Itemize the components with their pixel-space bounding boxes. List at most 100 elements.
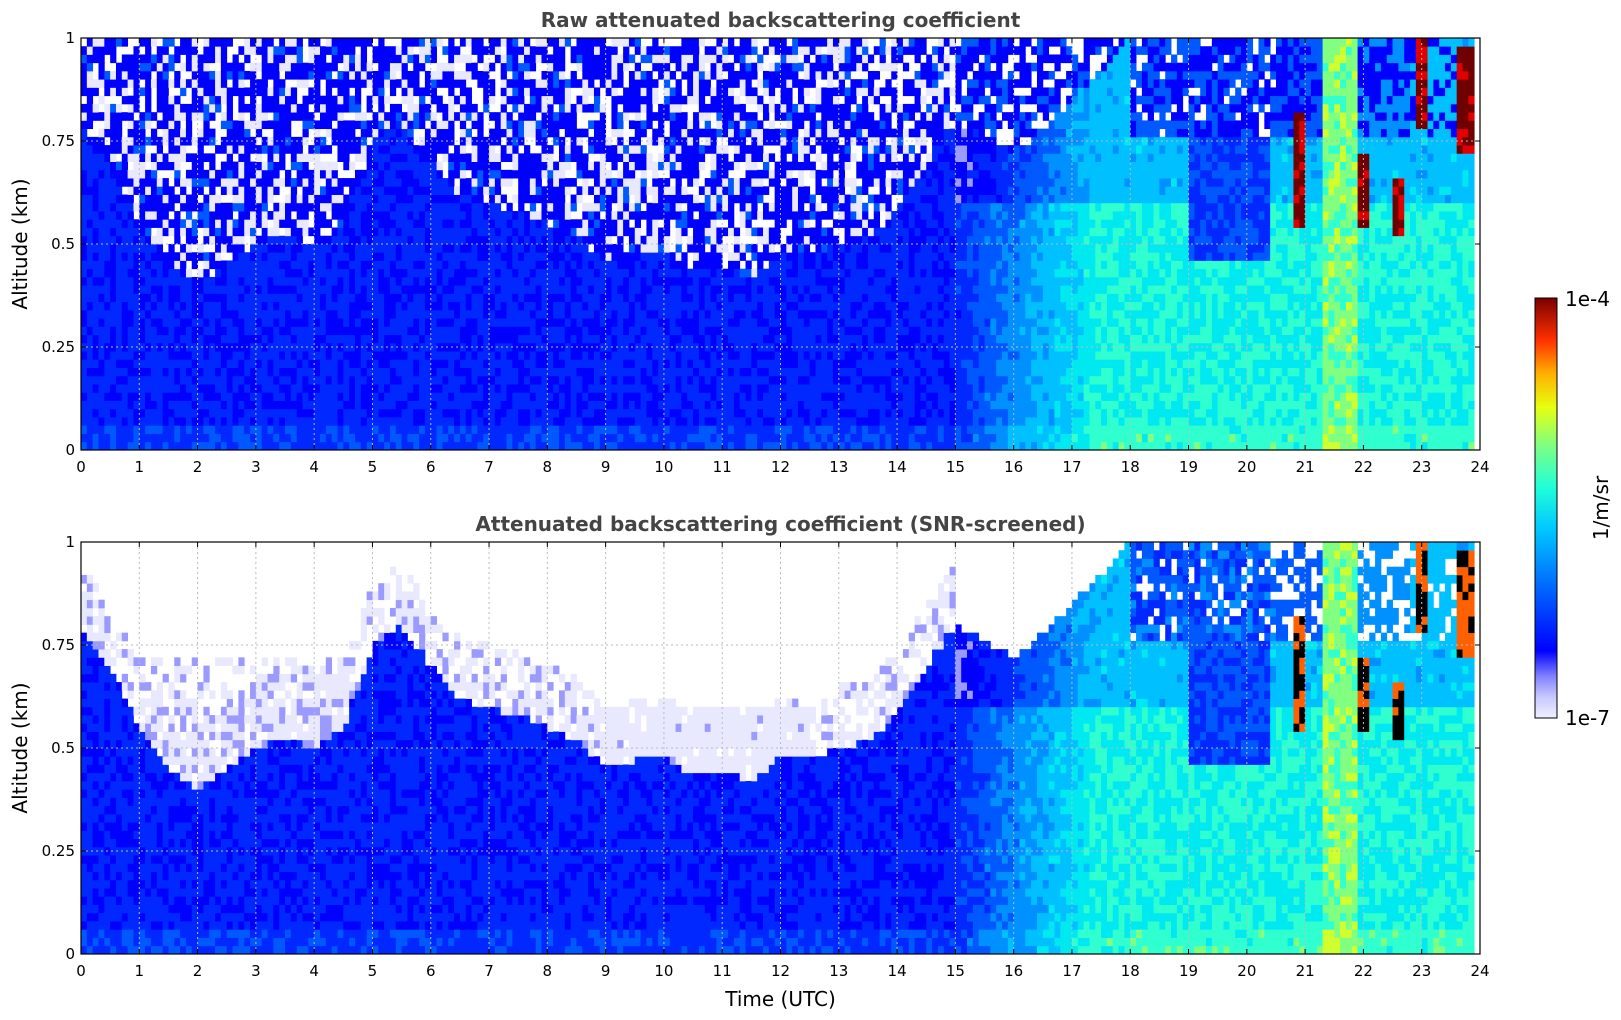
heatmap-cell	[430, 359, 437, 368]
heatmap-cell	[430, 194, 437, 204]
heatmap-cell	[640, 268, 647, 278]
heatmap-cell	[593, 433, 601, 443]
heatmap-cell	[366, 375, 373, 385]
heatmap-cell	[430, 276, 437, 286]
heatmap-cell	[582, 87, 589, 97]
heatmap-cell	[389, 326, 397, 336]
heatmap-cell	[104, 417, 111, 426]
heatmap-cell	[419, 103, 426, 113]
heatmap-cell	[308, 178, 315, 187]
heatmap-cell	[308, 433, 315, 443]
heatmap-cell	[512, 309, 519, 319]
heatmap-cell	[203, 293, 210, 303]
heatmap-cell	[337, 392, 344, 401]
heatmap-cell	[500, 227, 507, 237]
heatmap-cell	[121, 301, 129, 311]
heatmap-cell	[325, 318, 333, 327]
heatmap-cell	[337, 46, 344, 55]
heatmap-cell	[430, 136, 437, 146]
heatmap-cell	[168, 293, 175, 303]
heatmap-cell	[86, 252, 94, 261]
heatmap-cell	[203, 359, 210, 368]
heatmap-cell	[115, 408, 123, 418]
heatmap-cell	[81, 70, 88, 80]
heatmap-cell	[454, 202, 461, 212]
heatmap-cell	[582, 211, 589, 220]
heatmap-cell	[314, 211, 321, 220]
heatmap-cell	[232, 392, 239, 401]
heatmap-cell	[518, 211, 525, 220]
heatmap-cell	[331, 186, 338, 195]
heatmap-cells	[81, 38, 1480, 450]
heatmap-cell	[663, 408, 671, 418]
heatmap-cell	[413, 417, 420, 426]
heatmap-cell	[366, 268, 373, 278]
heatmap-cell	[681, 128, 688, 138]
heatmap-cell	[489, 260, 496, 270]
heatmap-cell	[663, 112, 671, 121]
heatmap-cell	[442, 120, 449, 130]
heatmap-cell	[489, 334, 496, 344]
heatmap-cell	[599, 79, 607, 88]
heatmap-cell	[127, 285, 134, 294]
heatmap-cell	[320, 342, 327, 352]
heatmap-cell	[244, 169, 251, 179]
heatmap-cell	[139, 417, 146, 426]
heatmap-cell	[477, 367, 484, 377]
heatmap-cell	[354, 326, 362, 336]
heatmap-cell	[191, 46, 198, 55]
heatmap-cell	[489, 318, 496, 327]
heatmap-cell	[617, 235, 624, 245]
heatmap-cell	[232, 235, 239, 245]
heatmap-cell	[115, 334, 123, 344]
heatmap-cell	[628, 309, 636, 319]
heatmap-cell	[296, 367, 303, 377]
heatmap-cell	[139, 145, 146, 154]
heatmap-cell	[494, 285, 502, 294]
heatmap-cell	[203, 301, 210, 311]
heatmap-cell	[407, 392, 414, 401]
heatmap-cell	[238, 103, 245, 113]
heatmap-cell	[255, 293, 263, 303]
heatmap-cell	[354, 309, 362, 319]
heatmap-cell	[424, 153, 432, 162]
heatmap-cell	[121, 227, 129, 237]
heatmap-cell	[244, 202, 251, 212]
heatmap-cell	[378, 359, 385, 368]
heatmap-cell	[628, 186, 636, 195]
heatmap-cell	[459, 244, 467, 253]
heatmap-cell	[407, 235, 414, 245]
heatmap-cell	[407, 342, 414, 352]
heatmap-cell	[302, 227, 309, 237]
heatmap-cell	[220, 400, 228, 410]
heatmap-cell	[716, 400, 723, 410]
heatmap-cell	[366, 95, 373, 105]
heatmap-cell	[611, 128, 618, 138]
heatmap-cell	[296, 145, 303, 154]
heatmap-cell	[518, 268, 525, 278]
heatmap-cell	[704, 375, 711, 385]
heatmap-cell	[150, 301, 158, 311]
heatmap-cell	[430, 120, 437, 130]
heatmap-cell	[273, 235, 280, 245]
heatmap-cell	[512, 87, 519, 97]
heatmap-cell	[349, 178, 356, 187]
heatmap-cell	[529, 120, 537, 130]
heatmap-cell	[168, 128, 175, 138]
heatmap-cell	[704, 194, 711, 204]
heatmap-cell	[547, 318, 554, 327]
heatmap-cell	[139, 235, 146, 245]
heatmap-cell	[663, 334, 671, 344]
heatmap-cell	[471, 235, 478, 245]
heatmap-cell	[320, 252, 327, 261]
heatmap-cell	[634, 103, 641, 113]
heatmap-cell	[500, 384, 507, 393]
heatmap-cell	[360, 326, 368, 336]
heatmap-cell	[384, 112, 391, 121]
heatmap-cell	[337, 293, 344, 303]
heatmap-cell	[658, 425, 665, 434]
heatmap-cell	[191, 112, 198, 121]
heatmap-cell	[349, 260, 356, 270]
heatmap-cell	[716, 367, 723, 377]
heatmap-cell	[389, 252, 397, 261]
